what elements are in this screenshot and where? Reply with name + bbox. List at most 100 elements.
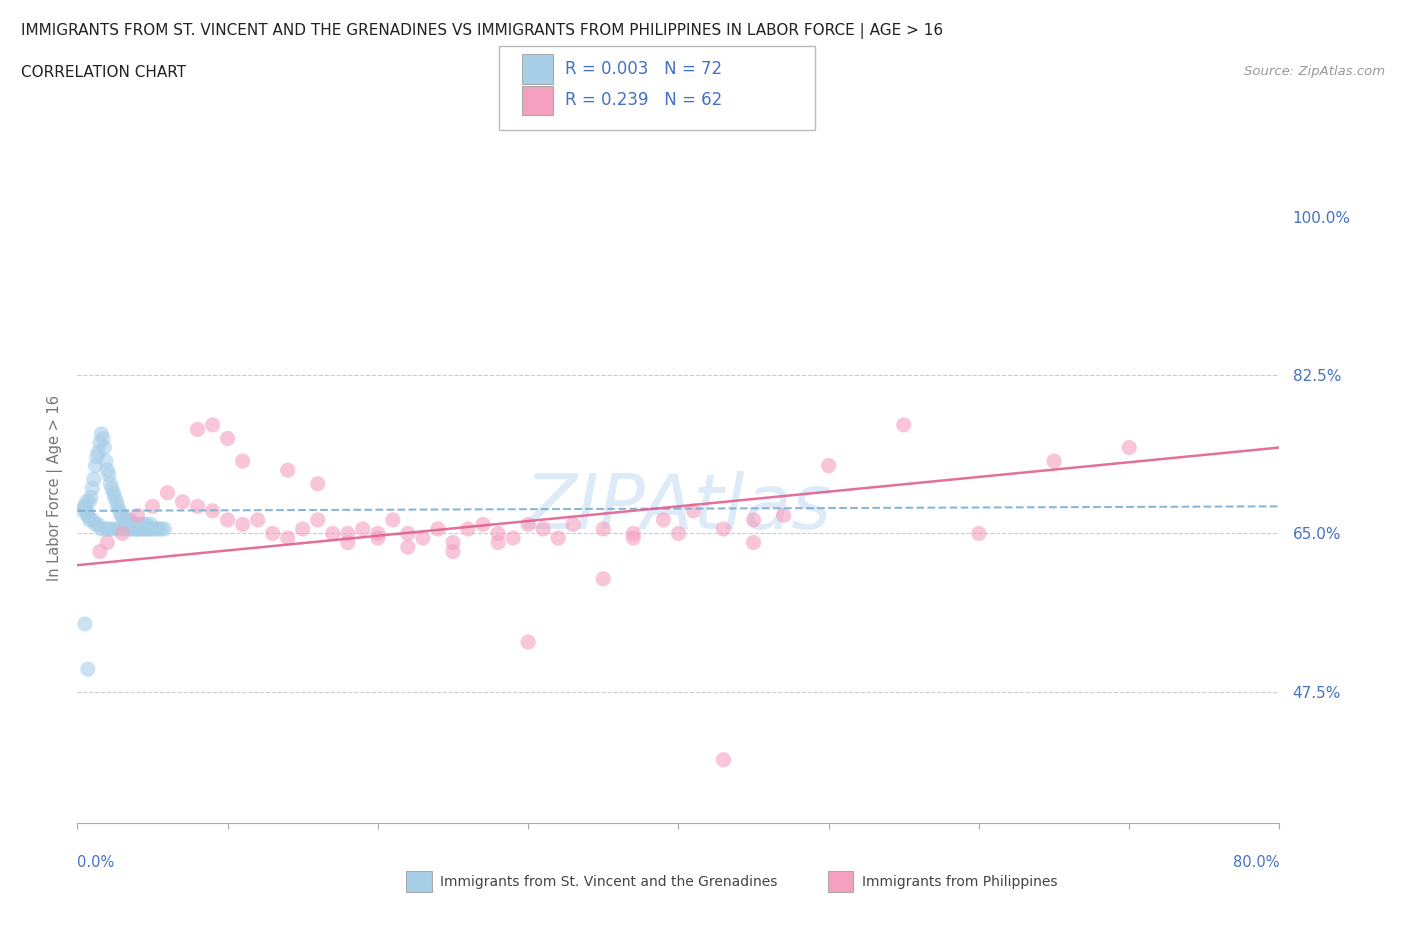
Point [621, 526, 644, 541]
Point [517, 634, 540, 649]
Point [531, 522, 554, 537]
Point [90, 427, 112, 442]
Point [115, 517, 138, 532]
Point [893, 418, 915, 432]
Point [79, 512, 101, 527]
Point [367, 526, 389, 541]
Point [262, 526, 284, 541]
Point [652, 512, 675, 527]
Point [111, 526, 134, 541]
Point [486, 535, 509, 550]
Point [111, 522, 134, 537]
Text: 80.0%: 80.0% [1233, 855, 1279, 870]
Point [108, 503, 131, 518]
Point [73, 498, 96, 513]
Point [93, 440, 115, 455]
Point [352, 522, 374, 537]
Point [89, 544, 111, 559]
Point [1043, 454, 1066, 469]
Point [118, 512, 141, 527]
Point [97, 467, 120, 482]
Point [153, 522, 176, 537]
Point [75, 503, 97, 518]
Point [135, 517, 157, 532]
Point [93, 522, 115, 537]
Text: ZIPAtlas: ZIPAtlas [524, 472, 832, 545]
Point [108, 522, 131, 537]
Point [131, 522, 153, 537]
Point [156, 485, 179, 500]
Point [105, 495, 128, 510]
Point [127, 522, 149, 537]
Point [100, 476, 122, 491]
Point [120, 522, 142, 537]
Point [145, 522, 167, 537]
Point [967, 526, 990, 541]
Point [132, 517, 155, 532]
Point [412, 531, 434, 546]
Point [96, 535, 118, 550]
Point [104, 490, 127, 505]
Point [100, 522, 122, 537]
Point [232, 517, 254, 532]
Point [592, 522, 614, 537]
Point [217, 431, 239, 445]
Point [381, 512, 404, 527]
Text: 0.0%: 0.0% [77, 855, 114, 870]
Text: Immigrants from Philippines: Immigrants from Philippines [862, 874, 1057, 889]
Point [817, 458, 839, 473]
Point [96, 522, 118, 537]
Point [141, 498, 163, 513]
Point [336, 526, 359, 541]
Point [128, 517, 150, 532]
Point [76, 662, 98, 677]
Point [110, 508, 132, 523]
Point [486, 526, 509, 541]
Point [87, 445, 110, 459]
Point [127, 508, 149, 523]
Point [118, 522, 141, 537]
Point [114, 512, 136, 527]
Point [79, 495, 101, 510]
Point [127, 522, 149, 537]
Point [186, 498, 209, 513]
Point [90, 522, 112, 537]
Point [232, 454, 254, 469]
Point [713, 752, 735, 767]
Point [107, 498, 129, 513]
Point [150, 522, 173, 537]
Point [76, 508, 98, 523]
Point [138, 522, 160, 537]
Point [73, 617, 96, 631]
Point [427, 522, 450, 537]
Point [87, 517, 110, 532]
Point [134, 522, 156, 537]
Point [112, 512, 135, 527]
Point [134, 522, 156, 537]
Point [96, 463, 118, 478]
Point [104, 522, 127, 537]
Point [742, 512, 765, 527]
Point [139, 517, 162, 532]
Point [322, 526, 344, 541]
Point [682, 503, 704, 518]
Point [75, 495, 97, 510]
Point [562, 517, 585, 532]
Point [148, 522, 170, 537]
Text: IMMIGRANTS FROM ST. VINCENT AND THE GRENADINES VS IMMIGRANTS FROM PHILIPPINES IN: IMMIGRANTS FROM ST. VINCENT AND THE GREN… [21, 23, 943, 39]
Point [129, 522, 152, 537]
Point [84, 458, 107, 473]
Point [277, 463, 299, 478]
Point [114, 522, 136, 537]
Point [336, 535, 359, 550]
Point [86, 449, 108, 464]
Point [141, 522, 163, 537]
Point [441, 535, 464, 550]
Text: R = 0.239   N = 62: R = 0.239 N = 62 [565, 91, 723, 110]
Text: CORRELATION CHART: CORRELATION CHART [21, 65, 186, 80]
Point [111, 508, 134, 523]
Point [122, 517, 145, 532]
Point [367, 531, 389, 546]
Point [82, 512, 104, 527]
Point [441, 544, 464, 559]
